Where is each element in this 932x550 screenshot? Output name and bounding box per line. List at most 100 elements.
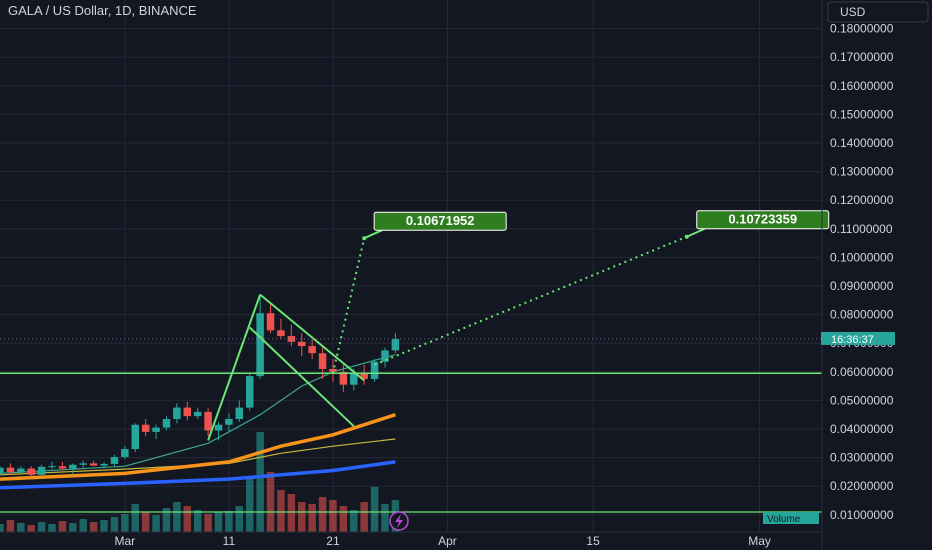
volume-bar xyxy=(89,522,98,532)
volume-bar xyxy=(79,519,87,532)
chart-title: GALA / US Dollar, 1D, BINANCE xyxy=(8,3,197,18)
candle-body xyxy=(162,419,171,428)
volume-bar xyxy=(225,511,233,532)
price-tick-label: 0.11000000 xyxy=(830,222,893,236)
price-tick-label: 0.05000000 xyxy=(830,393,894,407)
price-tick-label: 0.18000000 xyxy=(830,22,894,36)
candle-body xyxy=(37,466,46,475)
time-tick-label: 21 xyxy=(326,534,340,548)
price-tick-label: 0.10000000 xyxy=(830,250,894,264)
candle-body xyxy=(131,424,140,450)
volume-bar xyxy=(131,504,140,532)
price-tick-label: 0.12000000 xyxy=(830,193,894,207)
volume-badge xyxy=(763,512,819,524)
volume-bar xyxy=(298,502,306,532)
flag-lower-line xyxy=(249,326,355,427)
price-tick-label: 0.02000000 xyxy=(830,479,894,493)
time-tick-label: 15 xyxy=(586,534,600,548)
time-tick-label: 11 xyxy=(223,534,236,548)
volume-bar xyxy=(27,525,35,532)
callout-pointer xyxy=(363,229,383,240)
candle-body xyxy=(6,467,15,472)
volume-bar xyxy=(360,502,368,532)
time-tick-label: Mar xyxy=(115,534,136,548)
time-tick-label: Apr xyxy=(438,534,457,548)
volume-bar xyxy=(6,520,15,532)
candle-body xyxy=(173,407,181,420)
candle-body xyxy=(381,350,389,362)
candle-body xyxy=(318,353,327,369)
candle-body xyxy=(17,468,25,472)
volume-bar xyxy=(0,524,4,532)
price-tick-label: 0.01000000 xyxy=(830,508,894,522)
volume-bars xyxy=(0,432,400,532)
candle-body xyxy=(58,466,67,469)
candle-body xyxy=(214,424,223,431)
price-tick-label: 0.03000000 xyxy=(830,451,894,465)
volume-bar xyxy=(69,523,77,532)
volume-bar xyxy=(256,432,264,532)
price-countdown-badge xyxy=(821,331,895,345)
volume-bar xyxy=(173,502,181,532)
currency-button-label: USD xyxy=(840,5,866,19)
moving-average-line xyxy=(0,438,396,476)
candle-body xyxy=(339,371,348,385)
volume-bar xyxy=(48,524,56,532)
candle-body xyxy=(266,313,275,331)
volume-bar xyxy=(110,517,119,532)
volume-bar xyxy=(245,477,254,532)
volume-bar xyxy=(17,523,25,532)
volume-bar xyxy=(214,512,223,532)
flag-upper-line xyxy=(259,293,365,382)
volume-bar xyxy=(141,512,150,532)
pattern-drawings: 0.10671952 0.10723359 xyxy=(0,210,830,513)
volume-bar xyxy=(329,500,337,532)
volume-bar xyxy=(381,504,389,532)
time-axis[interactable]: Mar 11 21 Apr 15 May xyxy=(0,531,822,548)
price-tick-label: 0.16000000 xyxy=(830,79,894,93)
volume-bar xyxy=(193,510,202,532)
price-countdown-text: 16:36:37 xyxy=(831,334,874,346)
volume-bar xyxy=(235,506,244,532)
price-tick-label: 0.04000000 xyxy=(830,422,894,436)
candle-body xyxy=(287,336,296,342)
candle-body xyxy=(308,346,316,354)
candle-body xyxy=(391,338,400,351)
volume-bar xyxy=(350,510,358,532)
volume-bar xyxy=(37,522,46,532)
candle-body xyxy=(0,467,4,474)
price-target-callout xyxy=(696,210,830,230)
price-target-label: 0.10671952 xyxy=(406,213,475,228)
candle-body xyxy=(298,341,306,347)
moving-average-line xyxy=(0,460,396,490)
price-tick-label: 0.13000000 xyxy=(830,165,894,179)
candle-body xyxy=(69,464,77,469)
candle-body xyxy=(89,463,98,466)
currency-button[interactable] xyxy=(827,1,929,23)
flag-pole-line xyxy=(207,294,262,441)
price-tick-label: 0.17000000 xyxy=(830,50,894,64)
volume-bar xyxy=(266,472,275,532)
candle-body xyxy=(110,457,119,464)
candle-body xyxy=(121,449,129,458)
price-target-label: 0.10723359 xyxy=(728,212,797,227)
volume-badge-label: Volume xyxy=(767,514,801,525)
candle-body xyxy=(245,376,254,408)
candle-body xyxy=(48,466,56,468)
callout-pointer xyxy=(686,227,706,238)
volume-bar xyxy=(162,508,171,532)
volume-bar xyxy=(152,515,160,532)
price-tick-label: 0.14000000 xyxy=(830,136,894,150)
price-tick-label: 0.09000000 xyxy=(830,279,894,293)
candle-body xyxy=(152,427,160,432)
candle-body xyxy=(350,373,358,385)
candle-body xyxy=(193,411,202,417)
price-tick-label: 0.06000000 xyxy=(830,365,894,379)
candle-body xyxy=(100,463,108,466)
candle-body xyxy=(256,313,264,377)
volume-bar xyxy=(183,506,192,532)
volume-bar xyxy=(121,514,129,532)
volume-bar xyxy=(308,504,316,532)
